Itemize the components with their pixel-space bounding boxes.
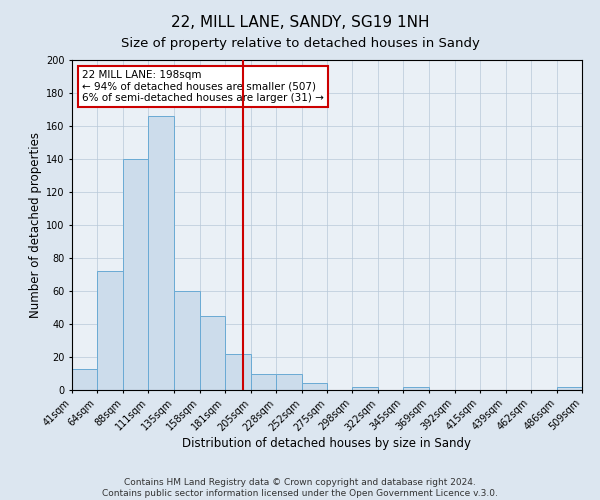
- Text: 22 MILL LANE: 198sqm
← 94% of detached houses are smaller (507)
6% of semi-detac: 22 MILL LANE: 198sqm ← 94% of detached h…: [82, 70, 324, 103]
- Bar: [276, 374, 302, 390]
- Bar: [175, 291, 200, 390]
- Bar: [148, 116, 175, 390]
- Bar: [72, 368, 97, 390]
- Bar: [251, 374, 276, 390]
- Bar: [557, 386, 582, 390]
- Bar: [224, 354, 251, 390]
- Bar: [123, 159, 148, 390]
- Y-axis label: Number of detached properties: Number of detached properties: [29, 132, 41, 318]
- Text: 22, MILL LANE, SANDY, SG19 1NH: 22, MILL LANE, SANDY, SG19 1NH: [171, 15, 429, 30]
- Text: Size of property relative to detached houses in Sandy: Size of property relative to detached ho…: [121, 38, 479, 51]
- Bar: [352, 386, 378, 390]
- Bar: [403, 386, 430, 390]
- Bar: [97, 271, 123, 390]
- Bar: [200, 316, 224, 390]
- Bar: [302, 384, 327, 390]
- X-axis label: Distribution of detached houses by size in Sandy: Distribution of detached houses by size …: [182, 437, 472, 450]
- Text: Contains HM Land Registry data © Crown copyright and database right 2024.
Contai: Contains HM Land Registry data © Crown c…: [102, 478, 498, 498]
